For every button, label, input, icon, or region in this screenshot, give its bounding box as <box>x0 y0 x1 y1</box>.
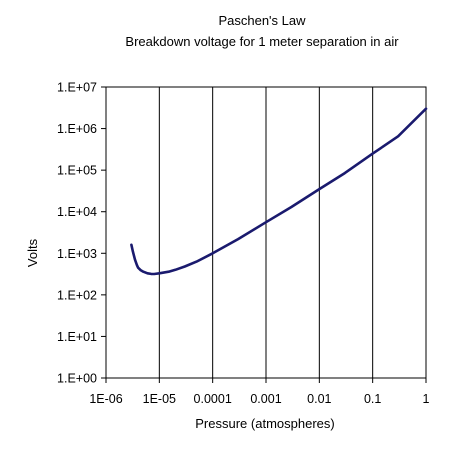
x-tick-label: 0.1 <box>364 392 381 406</box>
y-tick-label: 1.E+02 <box>57 288 97 302</box>
series-layer <box>130 107 428 276</box>
y-tick-label: 1.E+05 <box>57 164 97 178</box>
y-tick-label: 1.E+04 <box>57 205 97 219</box>
axis-ticks: 1E-06 1E-05 0.0001 0.001 0.01 0.1 1 1.E+00 1.E+0… <box>57 81 429 407</box>
gridlines <box>158 87 374 378</box>
x-tick-label: 1E-05 <box>143 392 176 406</box>
breakdown-voltage-line <box>130 107 428 276</box>
x-tick-label: 0.0001 <box>194 392 232 406</box>
chart-title: Paschen's Law <box>218 13 306 28</box>
y-tick-label: 1.E+07 <box>57 81 97 95</box>
x-axis-title: Pressure (atmospheres) <box>195 416 334 431</box>
x-tick-label: 1 <box>423 392 430 406</box>
chart-subtitle: Breakdown voltage for 1 meter separation… <box>125 34 399 49</box>
y-axis-title: Volts <box>25 238 40 267</box>
y-tick-label: 1.E+01 <box>57 330 97 344</box>
x-tick-label: 0.01 <box>307 392 331 406</box>
y-tick-label: 1.E+00 <box>57 372 97 386</box>
y-tick-label: 1.E+03 <box>57 247 97 261</box>
y-tick-label: 1.E+06 <box>57 122 97 136</box>
x-tick-label: 1E-06 <box>89 392 122 406</box>
x-tick-label: 0.001 <box>250 392 281 406</box>
